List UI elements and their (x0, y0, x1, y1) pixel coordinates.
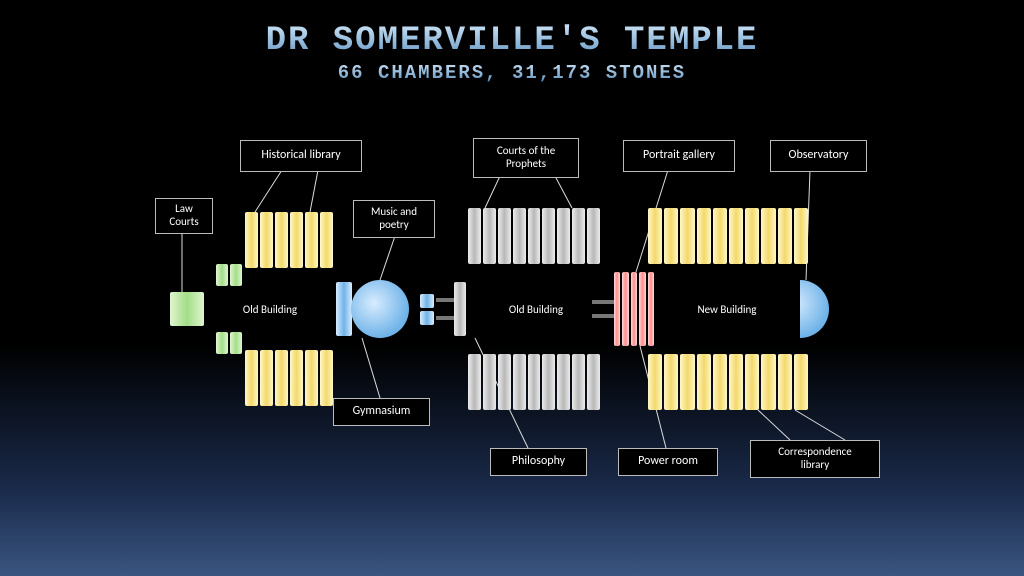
bar (305, 212, 318, 268)
bar (729, 354, 743, 410)
bar (631, 272, 637, 346)
bar (245, 350, 258, 406)
bar (275, 350, 288, 406)
bar (498, 208, 511, 264)
bar-group-old1-top (245, 212, 333, 268)
bar (230, 332, 242, 354)
bar (622, 272, 628, 346)
bar (587, 208, 600, 264)
bar (729, 208, 743, 264)
bar (639, 272, 645, 346)
label-music-poetry: Music and poetry (353, 200, 435, 238)
bar (290, 350, 303, 406)
bar (697, 208, 711, 264)
bar (648, 208, 662, 264)
bar (794, 208, 808, 264)
bar (614, 272, 620, 346)
label-law-courts: Law Courts (155, 198, 213, 234)
link-square (420, 311, 434, 325)
label-gymnasium: Gymnasium (333, 398, 430, 426)
bar (260, 350, 273, 406)
label-courts-prophets: Courts of the Prophets (473, 138, 579, 178)
bar (713, 208, 727, 264)
bar (320, 350, 333, 406)
bar (454, 282, 466, 336)
label-philosophy: Philosophy (490, 448, 587, 476)
core-old-building-1: Old Building (206, 288, 334, 330)
core-new-building: New Building (656, 283, 798, 335)
bar (542, 208, 555, 264)
bar (778, 354, 792, 410)
bar (680, 354, 694, 410)
connector (436, 298, 454, 302)
bar (542, 354, 555, 410)
bar (336, 282, 352, 336)
subtitle: 66 CHAMBERS, 31,173 STONES (0, 62, 1024, 84)
bar-group-green-top (216, 264, 242, 286)
bar (664, 208, 678, 264)
label-portrait-gallery: Portrait gallery (623, 140, 735, 172)
bar-group-old2-left-v (454, 282, 466, 336)
bar (761, 208, 775, 264)
bar (230, 264, 242, 286)
bar (305, 350, 318, 406)
bar (557, 208, 570, 264)
bar-group-old1-bot (245, 350, 333, 406)
bar-group-new-top (648, 208, 808, 264)
bar (528, 208, 541, 264)
bar (483, 208, 496, 264)
bar (216, 264, 228, 286)
bar (745, 354, 759, 410)
bar (648, 272, 654, 346)
bar (778, 208, 792, 264)
bar (572, 354, 585, 410)
bar-group-portrait-v (614, 272, 654, 346)
dome-dome (351, 280, 409, 338)
bar-group-old2-bot (468, 354, 600, 410)
bar (513, 354, 526, 410)
bar (320, 212, 333, 268)
bar (557, 354, 570, 410)
bar-group-old1-dome-l (336, 282, 352, 336)
label-power-room: Power room (618, 448, 718, 476)
bar (260, 212, 273, 268)
bar (761, 354, 775, 410)
bar (745, 208, 759, 264)
bar-group-new-bot (648, 354, 808, 410)
bar (697, 354, 711, 410)
label-correspondence-library: Correspondence library (750, 440, 880, 478)
bar-group-law-sq (170, 292, 204, 326)
bar (468, 354, 481, 410)
bar (587, 354, 600, 410)
bar (216, 332, 228, 354)
bar (290, 212, 303, 268)
connector (436, 316, 454, 320)
connector (592, 300, 614, 304)
bar-group-green-bot (216, 332, 242, 354)
bar (528, 354, 541, 410)
bar (680, 208, 694, 264)
bar (498, 354, 511, 410)
link-square (420, 294, 434, 308)
bar (648, 354, 662, 410)
bar (275, 212, 288, 268)
bar (468, 208, 481, 264)
connector (592, 314, 614, 318)
bar (513, 208, 526, 264)
bar (664, 354, 678, 410)
label-historical-library: Historical library (240, 140, 362, 172)
bar (572, 208, 585, 264)
bar (170, 292, 204, 326)
bar (245, 212, 258, 268)
bar-group-old2-top (468, 208, 600, 264)
bar (483, 354, 496, 410)
bar (713, 354, 727, 410)
label-observatory: Observatory (770, 140, 867, 172)
core-old-building-2: Old Building (480, 283, 592, 335)
bar (794, 354, 808, 410)
main-title: DR SOMERVILLE'S TEMPLE (0, 22, 1024, 60)
